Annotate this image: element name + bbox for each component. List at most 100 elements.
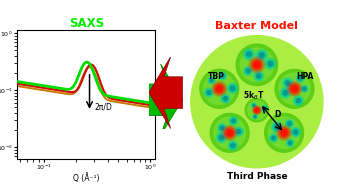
Circle shape [261,105,268,112]
Polygon shape [149,57,183,129]
Circle shape [212,81,227,96]
Circle shape [268,61,273,66]
Circle shape [289,141,292,145]
Circle shape [216,85,223,92]
Text: HPA: HPA [296,72,314,81]
Circle shape [247,101,266,119]
Circle shape [220,126,224,130]
Text: 5k$_B$T: 5k$_B$T [243,90,265,102]
Circle shape [281,129,288,136]
Circle shape [266,60,275,68]
Circle shape [226,129,233,136]
Circle shape [289,83,300,94]
Circle shape [219,125,225,131]
Circle shape [296,99,300,103]
Circle shape [298,77,302,80]
Circle shape [257,74,261,78]
Circle shape [209,77,214,83]
Circle shape [301,86,307,91]
Circle shape [236,44,277,86]
Circle shape [265,113,304,152]
Circle shape [260,53,264,58]
Circle shape [287,140,293,146]
Circle shape [231,144,235,148]
Circle shape [227,83,238,94]
Circle shape [230,86,235,91]
Circle shape [228,84,237,92]
Circle shape [214,117,245,148]
Circle shape [254,116,256,118]
Circle shape [214,83,225,94]
Circle shape [286,120,293,127]
Circle shape [253,61,261,69]
Circle shape [271,121,283,133]
Circle shape [255,63,259,67]
Circle shape [247,52,251,57]
Circle shape [262,106,267,111]
Circle shape [294,130,298,134]
Circle shape [229,116,238,125]
Circle shape [265,58,276,70]
Circle shape [280,87,291,99]
Circle shape [263,107,266,110]
Circle shape [273,123,281,131]
Circle shape [253,115,257,119]
Circle shape [240,48,273,81]
Circle shape [279,73,310,104]
Circle shape [221,94,231,103]
Circle shape [252,114,258,119]
X-axis label: Q (Å⁻¹): Q (Å⁻¹) [73,174,99,184]
Circle shape [216,132,227,143]
Circle shape [223,97,227,101]
Circle shape [243,66,253,76]
Circle shape [204,88,214,97]
Circle shape [283,91,288,95]
Circle shape [200,69,239,108]
Circle shape [221,74,224,78]
Circle shape [219,73,225,79]
Circle shape [270,135,277,141]
Circle shape [277,125,291,140]
Circle shape [255,72,263,80]
Circle shape [245,68,251,74]
Circle shape [256,109,258,111]
Title: SAXS: SAXS [69,17,104,30]
Circle shape [217,123,227,133]
Circle shape [246,69,250,73]
Circle shape [282,77,293,89]
Circle shape [228,140,238,151]
Circle shape [275,69,314,108]
Circle shape [222,125,237,140]
Circle shape [275,125,279,129]
Circle shape [272,136,275,140]
Circle shape [230,118,237,124]
Circle shape [234,126,244,136]
Circle shape [206,89,212,96]
Circle shape [292,87,296,91]
Circle shape [191,36,323,168]
Circle shape [232,119,235,123]
Circle shape [222,95,229,102]
Circle shape [303,87,306,90]
Circle shape [287,81,302,96]
Circle shape [282,131,286,135]
Circle shape [292,128,299,136]
Circle shape [269,117,300,148]
Circle shape [243,48,255,60]
Circle shape [229,142,237,149]
Circle shape [207,91,211,94]
Polygon shape [149,64,183,136]
Circle shape [249,57,265,73]
Circle shape [258,51,266,60]
Circle shape [291,85,298,92]
Circle shape [300,85,308,93]
Circle shape [237,129,241,133]
Circle shape [286,139,294,147]
Circle shape [208,76,215,84]
Text: TBP: TBP [208,72,225,81]
Circle shape [218,72,227,80]
Text: Third Phase: Third Phase [226,172,287,181]
Circle shape [279,127,290,138]
Circle shape [253,104,255,106]
Text: D: D [274,110,281,119]
